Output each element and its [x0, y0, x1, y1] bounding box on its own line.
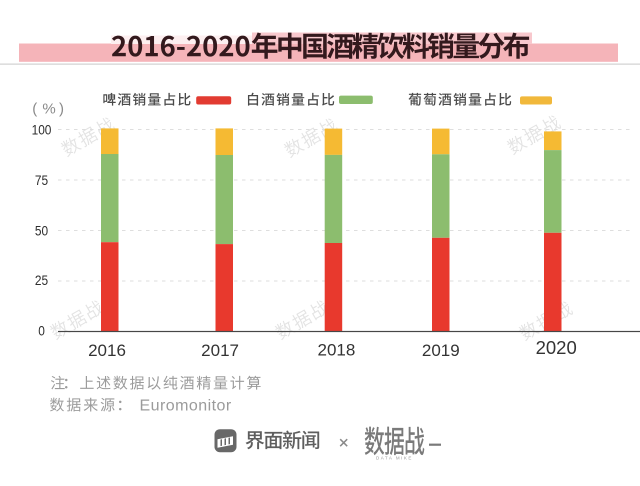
svg-text:2018: 2018	[317, 340, 355, 359]
svg-text:100: 100	[32, 121, 52, 137]
svg-text:2020: 2020	[536, 337, 577, 358]
svg-text:25: 25	[35, 272, 48, 288]
svg-text:75: 75	[35, 172, 48, 188]
svg-text:2016: 2016	[88, 341, 126, 360]
svg-text:(: (	[32, 101, 37, 118]
svg-text:DATA MIKE: DATA MIKE	[376, 456, 413, 461]
svg-text:2019: 2019	[422, 341, 460, 360]
svg-text:Euromonitor: Euromonitor	[140, 397, 232, 414]
svg-text:): )	[59, 101, 64, 118]
svg-text:0: 0	[38, 322, 45, 338]
svg-text:50: 50	[35, 222, 48, 238]
svg-text:%: %	[42, 101, 55, 118]
svg-text:2017: 2017	[201, 341, 239, 360]
